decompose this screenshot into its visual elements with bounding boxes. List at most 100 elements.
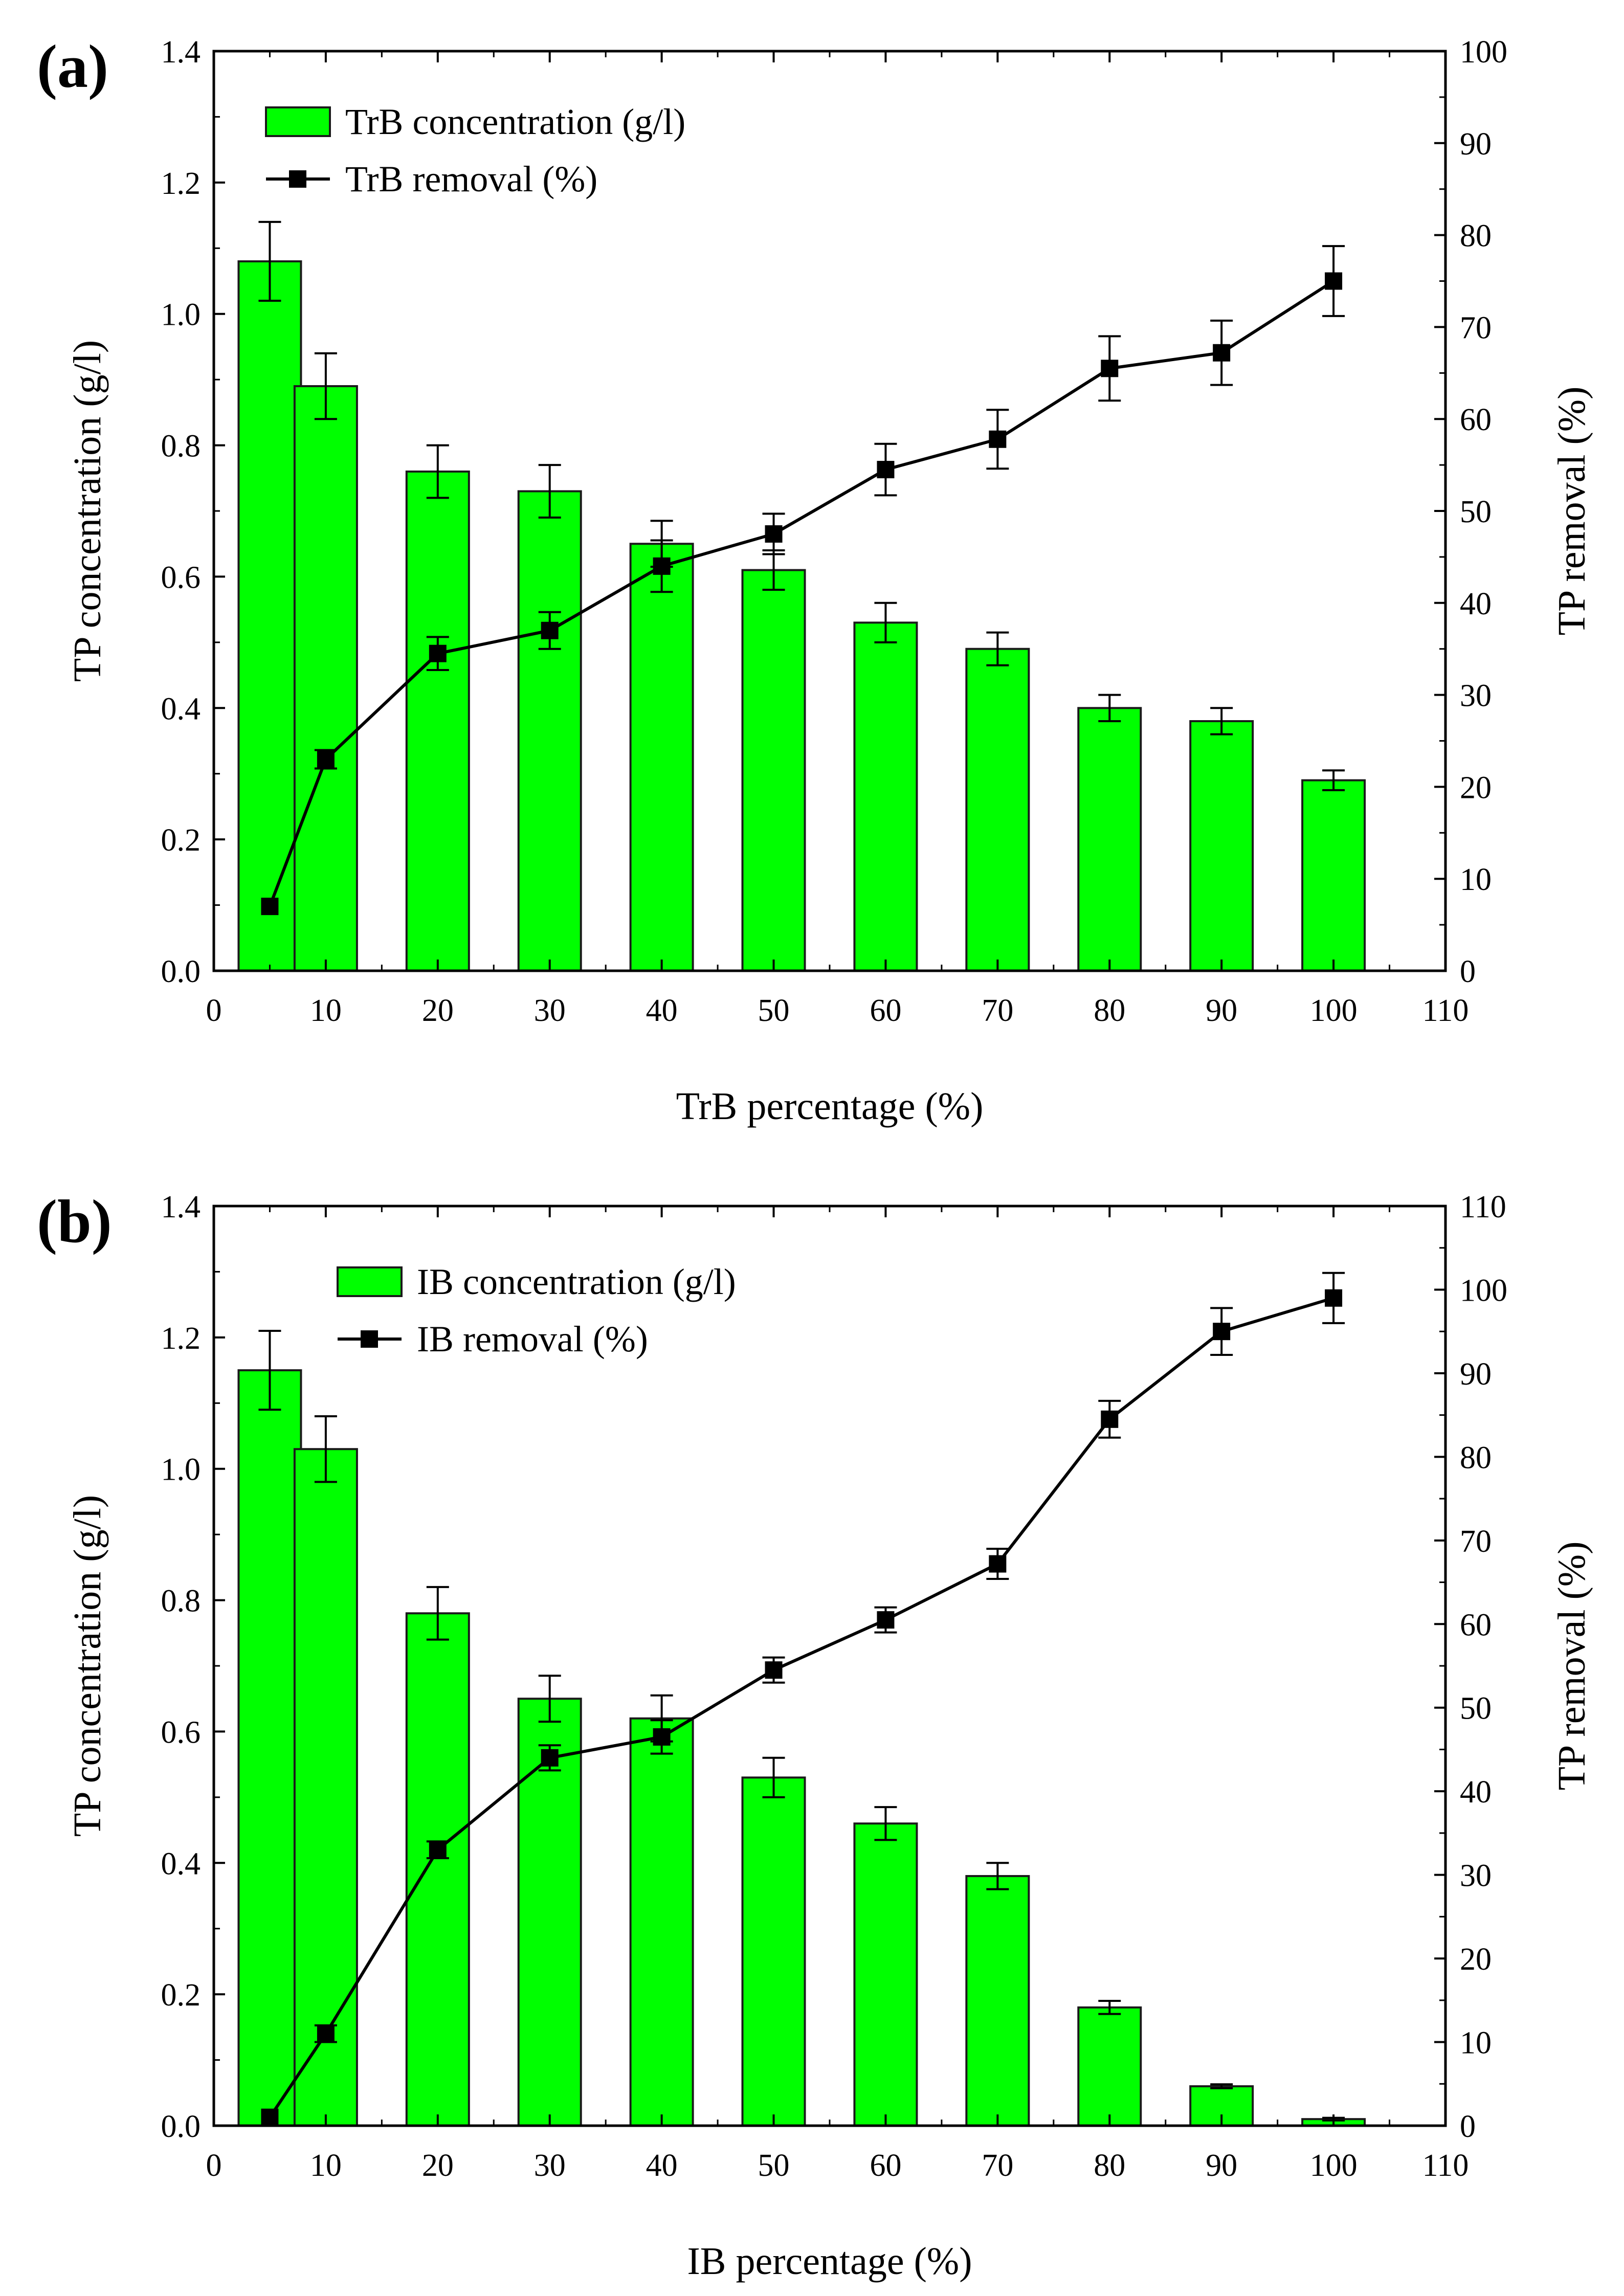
y-tick-label: 1.2 [161, 1321, 201, 1356]
x-tick-label: 0 [206, 2148, 222, 2183]
bar [405, 470, 470, 972]
y2-tick-label: 100 [1460, 1273, 1507, 1308]
removal-point [1213, 1323, 1231, 1341]
bar [965, 1875, 1030, 2127]
y-tick-label: 1.2 [161, 166, 201, 201]
panel-a: 0 10 20 30 40 50 60 70 80 90 100 1100.00.20.40.60.8… [37, 32, 1593, 1128]
removal-point [541, 1749, 559, 1767]
legend-bar-label: IB concentration (g/l) [417, 1261, 736, 1302]
removal-point [989, 430, 1007, 448]
y2-tick-label: 70 [1460, 1524, 1492, 1559]
legend-bar-swatch [337, 1266, 403, 1297]
x-tick-label: 10 [310, 2148, 342, 2183]
y2-tick-label: 70 [1460, 310, 1492, 345]
y2-tick-label: 100 [1460, 35, 1507, 70]
bar [965, 648, 1030, 972]
legend-marker-swatch [361, 1330, 378, 1348]
removal-point [1213, 344, 1231, 362]
panel-label: (a) [37, 32, 108, 100]
x-tick-label: 100 [1310, 993, 1358, 1028]
y2-tick-label: 0 [1460, 954, 1476, 989]
x-tick-label: 50 [758, 993, 790, 1028]
bar [853, 1822, 918, 2127]
y2-tick-label: 80 [1460, 1440, 1492, 1475]
bar [1077, 2006, 1142, 2127]
y-tick-label: 1.0 [161, 298, 201, 332]
x-tick-label: 80 [1094, 2148, 1125, 2183]
removal-point [765, 525, 783, 543]
x-tick-label: 110 [1422, 993, 1469, 1028]
y-tick-label: 1.4 [161, 35, 201, 70]
y-axis-title: TP concentration (g/l) [66, 340, 109, 682]
y2-tick-label: 20 [1460, 770, 1492, 805]
x-tick-label: 90 [1206, 993, 1237, 1028]
legend-marker-swatch [289, 170, 306, 188]
y-axis-title: TP concentration (g/l) [66, 1495, 109, 1837]
y-tick-label: 0.8 [161, 429, 201, 464]
bar [405, 1612, 470, 2127]
x-tick-label: 80 [1094, 993, 1125, 1028]
removal-point [877, 1611, 895, 1629]
removal-point [653, 1728, 671, 1746]
y2-tick-label: 110 [1460, 1190, 1506, 1224]
x-axis-title: IB percentage (%) [687, 2240, 972, 2283]
y2-tick-label: 90 [1460, 1357, 1492, 1392]
y-tick-label: 0.4 [161, 692, 201, 726]
x-tick-label: 110 [1422, 2148, 1469, 2183]
y2-axis-title: TP removal (%) [1550, 1542, 1593, 1791]
bar [1077, 707, 1142, 972]
legend-bar-swatch [265, 106, 331, 137]
plot-frame [212, 1205, 1447, 2127]
y2-tick-label: 40 [1460, 587, 1492, 621]
y2-tick-label: 80 [1460, 219, 1492, 254]
bar [237, 1369, 302, 2127]
y-tick-label: 0.6 [161, 560, 201, 595]
panel-label: (b) [37, 1187, 112, 1255]
x-tick-label: 100 [1310, 2148, 1358, 2183]
bar [1301, 779, 1366, 972]
y-tick-label: 1.0 [161, 1453, 201, 1487]
removal-point [1101, 360, 1119, 377]
removal-point [541, 621, 559, 639]
y2-tick-label: 50 [1460, 1691, 1492, 1726]
y2-tick-label: 60 [1460, 403, 1492, 437]
removal-point [653, 557, 671, 575]
y2-tick-label: 60 [1460, 1608, 1492, 1642]
removal-point [1325, 272, 1343, 290]
x-tick-label: 30 [534, 2148, 566, 2183]
x-tick-label: 70 [982, 2148, 1013, 2183]
bar [741, 1776, 806, 2127]
removal-point [429, 1841, 447, 1859]
bar [629, 543, 694, 972]
x-tick-label: 40 [646, 2148, 678, 2183]
y-tick-label: 0.2 [161, 823, 201, 858]
x-tick-label: 20 [422, 2148, 454, 2183]
removal-point [989, 1555, 1007, 1573]
y-tick-label: 0.6 [161, 1715, 201, 1750]
x-tick-label: 30 [534, 993, 566, 1028]
x-tick-label: 90 [1206, 2148, 1237, 2183]
x-tick-label: 0 [206, 993, 222, 1028]
y-tick-label: 0.0 [161, 2109, 201, 2144]
bar [1189, 720, 1254, 972]
y2-tick-label: 90 [1460, 127, 1492, 162]
y-tick-label: 1.4 [161, 1190, 201, 1224]
x-tick-label: 60 [870, 993, 901, 1028]
removal-point [317, 2025, 335, 2043]
removal-point [317, 750, 335, 768]
x-tick-label: 40 [646, 993, 678, 1028]
y-tick-label: 0.4 [161, 1846, 201, 1881]
y2-tick-label: 0 [1460, 2109, 1476, 2144]
legend-line-label: IB removal (%) [417, 1319, 648, 1359]
y2-tick-label: 30 [1460, 1859, 1492, 1893]
removal-point [1325, 1289, 1343, 1307]
y2-tick-label: 10 [1460, 862, 1492, 897]
legend-bar-label: TrB concentration (g/l) [345, 101, 685, 142]
bar [517, 490, 582, 972]
x-tick-label: 50 [758, 2148, 790, 2183]
x-tick-label: 20 [422, 993, 454, 1028]
y2-tick-label: 30 [1460, 679, 1492, 714]
bar [853, 621, 918, 972]
